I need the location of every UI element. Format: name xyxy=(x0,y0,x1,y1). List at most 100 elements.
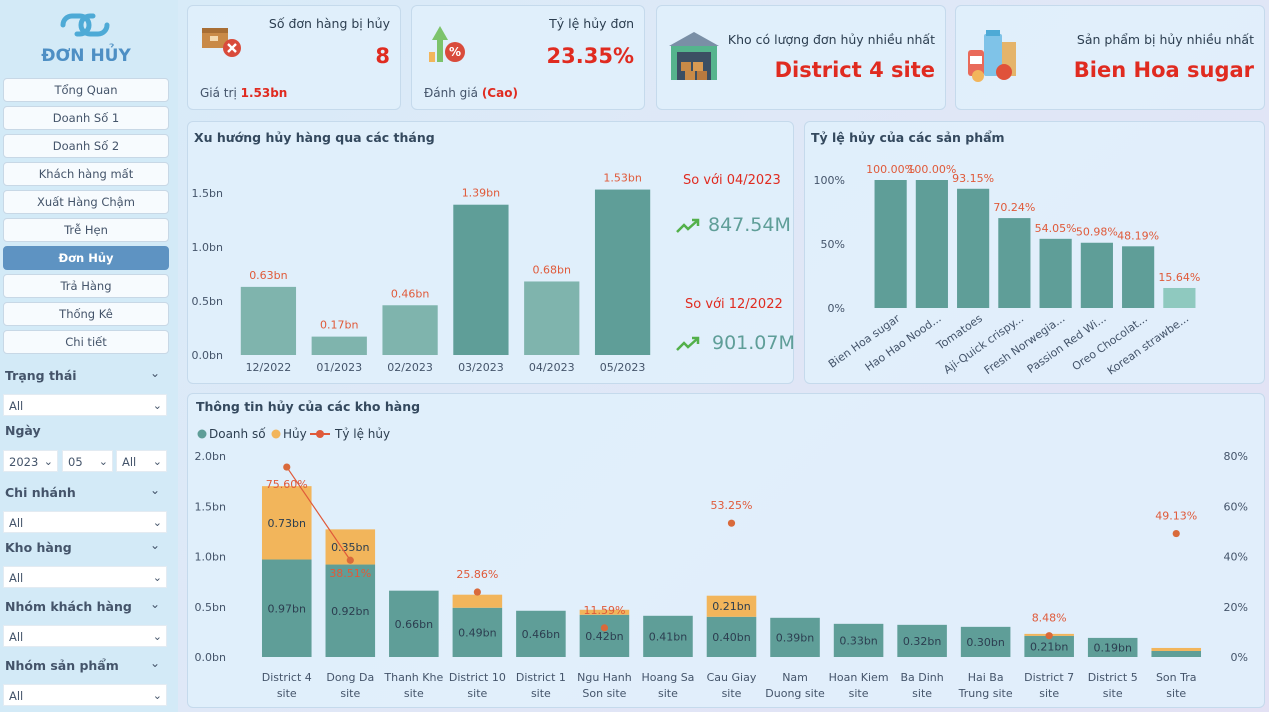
nav-button[interactable]: Trễ Hẹn xyxy=(3,218,169,242)
x-tick-label: site xyxy=(340,687,360,700)
kpi-card-top-product: Sản phẩm bị hủy nhiều nhất Bien Hoa suga… xyxy=(955,5,1265,110)
customer-group-dropdown[interactable]: All ⌄ xyxy=(3,625,167,647)
data-label: 0.92bn xyxy=(331,605,369,618)
product-rate-chart: 0%50%100%100.00%Bien Hoa sugar100.00%Hao… xyxy=(814,163,1201,378)
nav-button[interactable]: Tổng Quan xyxy=(3,78,169,102)
data-label: 0.97bn xyxy=(268,602,306,615)
link-logo-icon xyxy=(60,13,110,37)
rate-label: 75.60% xyxy=(266,478,308,491)
month-dropdown[interactable]: 05 ⌄ xyxy=(62,450,113,472)
nav-button[interactable]: Chi tiết xyxy=(3,330,169,354)
y2-tick-label: 80% xyxy=(1224,450,1248,463)
x-tick-label: site xyxy=(849,687,869,700)
nav-button[interactable]: Thống Kê xyxy=(3,302,169,326)
status-dropdown[interactable]: All ⌄ xyxy=(3,394,167,416)
data-label: 1.53bn xyxy=(603,172,641,185)
bar-sales xyxy=(1087,637,1138,657)
compare-label-1: So với 04/2023 xyxy=(683,173,781,188)
x-tick-label: site xyxy=(1166,687,1186,700)
x-tick-label: Ba Dinh xyxy=(900,671,943,684)
nav-button[interactable]: Xuất Hàng Chậm xyxy=(3,190,169,214)
data-label: 0.17bn xyxy=(320,319,358,332)
chevron-down-icon[interactable]: ⌄ xyxy=(150,538,161,552)
chevron-down-icon[interactable]: ⌄ xyxy=(150,483,161,497)
x-tick-label: Cau Giay xyxy=(707,671,757,684)
bar-sales xyxy=(1024,635,1074,657)
year-dropdown[interactable]: 2023 ⌄ xyxy=(3,450,58,472)
data-label: 0.66bn xyxy=(395,618,433,631)
bar-cancelled xyxy=(579,609,630,615)
x-tick-label: Son Tra xyxy=(1156,671,1197,684)
kpi-orders-title: Số đơn hàng bị hủy xyxy=(268,16,390,31)
kpi-orders-sub: Giá trị 1.53bn xyxy=(200,86,288,100)
day-dropdown[interactable]: All ⌄ xyxy=(116,450,167,472)
x-tick-label: site xyxy=(1103,687,1123,700)
y-tick-label: 0.0bn xyxy=(192,349,223,362)
bar-sales xyxy=(516,610,566,657)
warehouse-dropdown[interactable]: All ⌄ xyxy=(3,566,167,588)
nav-button[interactable]: Doanh Số 1 xyxy=(3,106,169,130)
x-tick-label: Thanh Khe xyxy=(383,671,443,684)
compare-value-1: 847.54M xyxy=(708,214,791,236)
nav-button[interactable]: Đơn Hủy xyxy=(3,246,169,270)
chevron-down-icon: ⌄ xyxy=(152,399,162,412)
bar xyxy=(1163,287,1196,308)
y-tick-label: 1.0bn xyxy=(192,241,223,254)
x-tick-label: Nam xyxy=(782,671,808,684)
data-label: 0.46bn xyxy=(522,628,560,641)
x-tick-label: site xyxy=(277,687,297,700)
x-tick-label: site xyxy=(658,687,678,700)
rate-point xyxy=(473,588,481,596)
legend-marker xyxy=(316,430,324,438)
y-tick-label: 50% xyxy=(821,238,845,251)
x-tick-label: Trung site xyxy=(958,687,1013,700)
y-tick-label: 0.5bn xyxy=(192,295,223,308)
bar-sales xyxy=(452,607,503,657)
data-label: 0.19bn xyxy=(1093,641,1131,654)
bar-sales xyxy=(1151,650,1202,657)
bar xyxy=(1080,242,1113,308)
data-label: 0.41bn xyxy=(649,630,687,643)
bar xyxy=(998,218,1031,308)
x-tick-label: site xyxy=(467,687,487,700)
y2-tick-label: 20% xyxy=(1224,601,1248,614)
filter-branch-label: Chi nhánh xyxy=(5,485,76,500)
bar xyxy=(382,305,438,355)
trend-up-icon xyxy=(676,336,700,351)
filter-status-label: Trạng thái xyxy=(5,368,77,383)
data-label: 0.30bn xyxy=(966,636,1004,649)
legend-label: Tỷ lệ hủy xyxy=(334,427,390,441)
bar-sales xyxy=(960,626,1011,657)
grocery-products-icon xyxy=(968,30,1016,82)
chevron-down-icon[interactable]: ⌄ xyxy=(150,656,161,670)
x-tick-label: Hao Hao Nood... xyxy=(863,312,944,374)
warehouse-icon xyxy=(669,32,719,80)
legend-marker xyxy=(197,429,207,439)
svg-text:%: % xyxy=(449,45,461,59)
y2-tick-label: 0% xyxy=(1231,651,1248,664)
data-label: 0.46bn xyxy=(391,287,429,300)
kpi-product-title: Sản phẩm bị hủy nhiều nhất xyxy=(1076,32,1254,47)
legend-label: Doanh số xyxy=(209,427,266,441)
y2-tick-label: 60% xyxy=(1224,500,1248,513)
branch-dropdown[interactable]: All ⌄ xyxy=(3,511,167,533)
nav-button[interactable]: Khách hàng mất xyxy=(3,162,169,186)
chevron-down-icon: ⌄ xyxy=(152,689,162,702)
kpi-card-top-warehouse: Kho có lượng đơn hủy nhiều nhất District… xyxy=(656,5,946,110)
chevron-down-icon[interactable]: ⌄ xyxy=(150,366,161,380)
rate-point xyxy=(1172,529,1180,538)
rate-label: 53.25% xyxy=(711,499,753,512)
filter-customer-group-label: Nhóm khách hàng xyxy=(5,599,132,614)
bar-sales xyxy=(325,564,376,657)
data-label: 100.00% xyxy=(866,163,915,176)
warehouse-chart: Doanh số Hủy Tỷ lệ hủy 0.0bn 0.5bn 1.0bn 1.5bn… xyxy=(195,427,1248,700)
data-label: 70.24% xyxy=(993,201,1035,214)
nav-button[interactable]: Trả Hàng xyxy=(3,274,169,298)
data-label: 54.05% xyxy=(1035,222,1077,235)
product-group-dropdown[interactable]: All ⌄ xyxy=(3,684,167,706)
nav-button[interactable]: Doanh Số 2 xyxy=(3,134,169,158)
chevron-down-icon[interactable]: ⌄ xyxy=(150,597,161,611)
y-tick-label: 2.0bn xyxy=(195,450,226,463)
rate-label: 49.13% xyxy=(1155,510,1197,523)
data-label: 0.73bn xyxy=(268,517,306,530)
